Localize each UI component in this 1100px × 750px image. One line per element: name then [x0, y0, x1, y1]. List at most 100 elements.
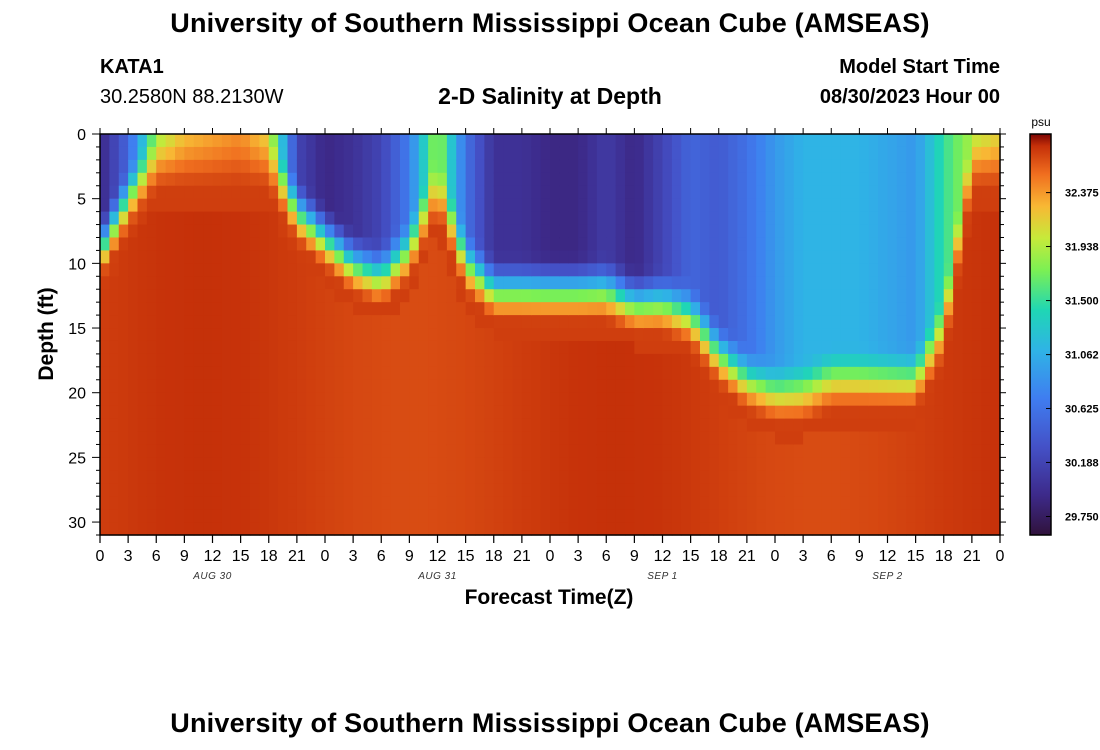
heatmap-cell: [428, 522, 439, 536]
heatmap-cell: [596, 185, 607, 200]
heatmap-cell: [559, 509, 570, 523]
heatmap-cell: [193, 509, 204, 523]
heatmap-cell: [906, 444, 917, 458]
heatmap-cell: [934, 392, 945, 407]
heatmap-cell: [109, 366, 120, 381]
heatmap-cell: [193, 185, 204, 200]
heatmap-cell: [793, 185, 804, 200]
heatmap-cell: [540, 379, 551, 394]
heatmap-cell: [634, 431, 645, 446]
heatmap-cell: [231, 496, 242, 510]
heatmap-cell: [353, 302, 364, 316]
heatmap-cell: [334, 289, 345, 303]
heatmap-cell: [550, 431, 560, 446]
heatmap-cell: [840, 276, 851, 290]
heatmap-cell: [896, 185, 907, 200]
heatmap-cell: [493, 315, 504, 329]
heatmap-cell: [746, 315, 757, 329]
heatmap-cell: [765, 159, 776, 174]
heatmap-cell: [718, 340, 729, 355]
heatmap-cell: [334, 237, 345, 252]
heatmap-cell: [746, 328, 757, 342]
heatmap-cell: [156, 134, 167, 148]
heatmap-cell: [793, 159, 804, 174]
heatmap-cell: [671, 224, 682, 239]
heatmap-cell: [606, 431, 617, 446]
heatmap-cell: [784, 134, 795, 148]
heatmap-cell: [934, 172, 945, 187]
heatmap-cell: [943, 444, 954, 458]
heatmap-cell: [625, 418, 635, 433]
heatmap-cell: [925, 431, 935, 446]
heatmap-cell: [493, 276, 504, 290]
heatmap-cell: [362, 276, 373, 290]
heatmap-cell: [925, 379, 935, 394]
heatmap-cell: [662, 198, 673, 213]
heatmap-cell: [896, 328, 907, 342]
heatmap-cell: [278, 172, 289, 187]
heatmap-cell: [296, 263, 307, 277]
heatmap-cell: [193, 159, 204, 174]
heatmap-cell: [596, 224, 607, 239]
heatmap-cell: [418, 276, 429, 290]
heatmap-cell: [428, 289, 439, 303]
y-tick-label: 25: [68, 450, 86, 467]
heatmap-cell: [437, 328, 448, 342]
heatmap-cell: [934, 276, 945, 290]
heatmap-cell: [109, 237, 120, 252]
heatmap-cell: [831, 483, 842, 497]
heatmap-cell: [493, 237, 504, 252]
heatmap-cell: [784, 250, 795, 264]
x-tick-label: 21: [288, 548, 306, 565]
heatmap-cell: [456, 418, 467, 433]
heatmap-cell: [493, 366, 504, 381]
heatmap-cell: [503, 237, 514, 252]
heatmap-cell: [784, 522, 795, 536]
heatmap-cell: [756, 431, 767, 446]
heatmap-cell: [540, 134, 551, 148]
heatmap-cell: [371, 340, 382, 355]
heatmap-cell: [990, 483, 1001, 497]
heatmap-cell: [812, 263, 823, 277]
heatmap-cell: [287, 431, 298, 446]
heatmap-cell: [240, 224, 251, 239]
heatmap-cell: [456, 237, 467, 252]
heatmap-cell: [221, 134, 232, 148]
heatmap-cell: [156, 379, 167, 394]
heatmap-cell: [793, 146, 804, 161]
heatmap-cell: [812, 340, 823, 355]
heatmap-cell: [953, 146, 964, 161]
heatmap-cell: [400, 224, 410, 239]
heatmap-cell: [625, 522, 635, 536]
heatmap-cell: [587, 185, 598, 200]
heatmap-cell: [184, 496, 195, 510]
heatmap-cell: [221, 457, 232, 471]
heatmap-cell: [109, 522, 120, 536]
heatmap-cell: [334, 185, 345, 200]
colorbar-ticks: 32.37531.93831.50031.06230.62530.18829.7…: [1046, 188, 1099, 523]
heatmap-cell: [109, 250, 120, 264]
heatmap-cell: [390, 159, 401, 174]
heatmap-cell: [287, 522, 298, 536]
heatmap-cell: [484, 185, 495, 200]
heatmap-cell: [953, 159, 964, 174]
heatmap-cell: [221, 172, 232, 187]
heatmap-cell: [193, 224, 204, 239]
heatmap-cell: [137, 250, 148, 264]
heatmap-cell: [231, 289, 242, 303]
heatmap-cell: [156, 470, 167, 484]
heatmap-cell: [512, 444, 523, 458]
heatmap-cell: [953, 366, 964, 381]
heatmap-cell: [531, 198, 542, 213]
heatmap-cell: [128, 302, 139, 316]
heatmap-cell: [418, 315, 429, 329]
heatmap-cell: [325, 353, 335, 368]
heatmap-cell: [793, 198, 804, 213]
heatmap-cell: [943, 483, 954, 497]
heatmap-cell: [390, 263, 401, 277]
heatmap-cell: [831, 522, 842, 536]
heatmap-cell: [165, 315, 176, 329]
heatmap-cell: [709, 276, 720, 290]
heatmap-cell: [868, 431, 879, 446]
heatmap-cell: [456, 289, 467, 303]
